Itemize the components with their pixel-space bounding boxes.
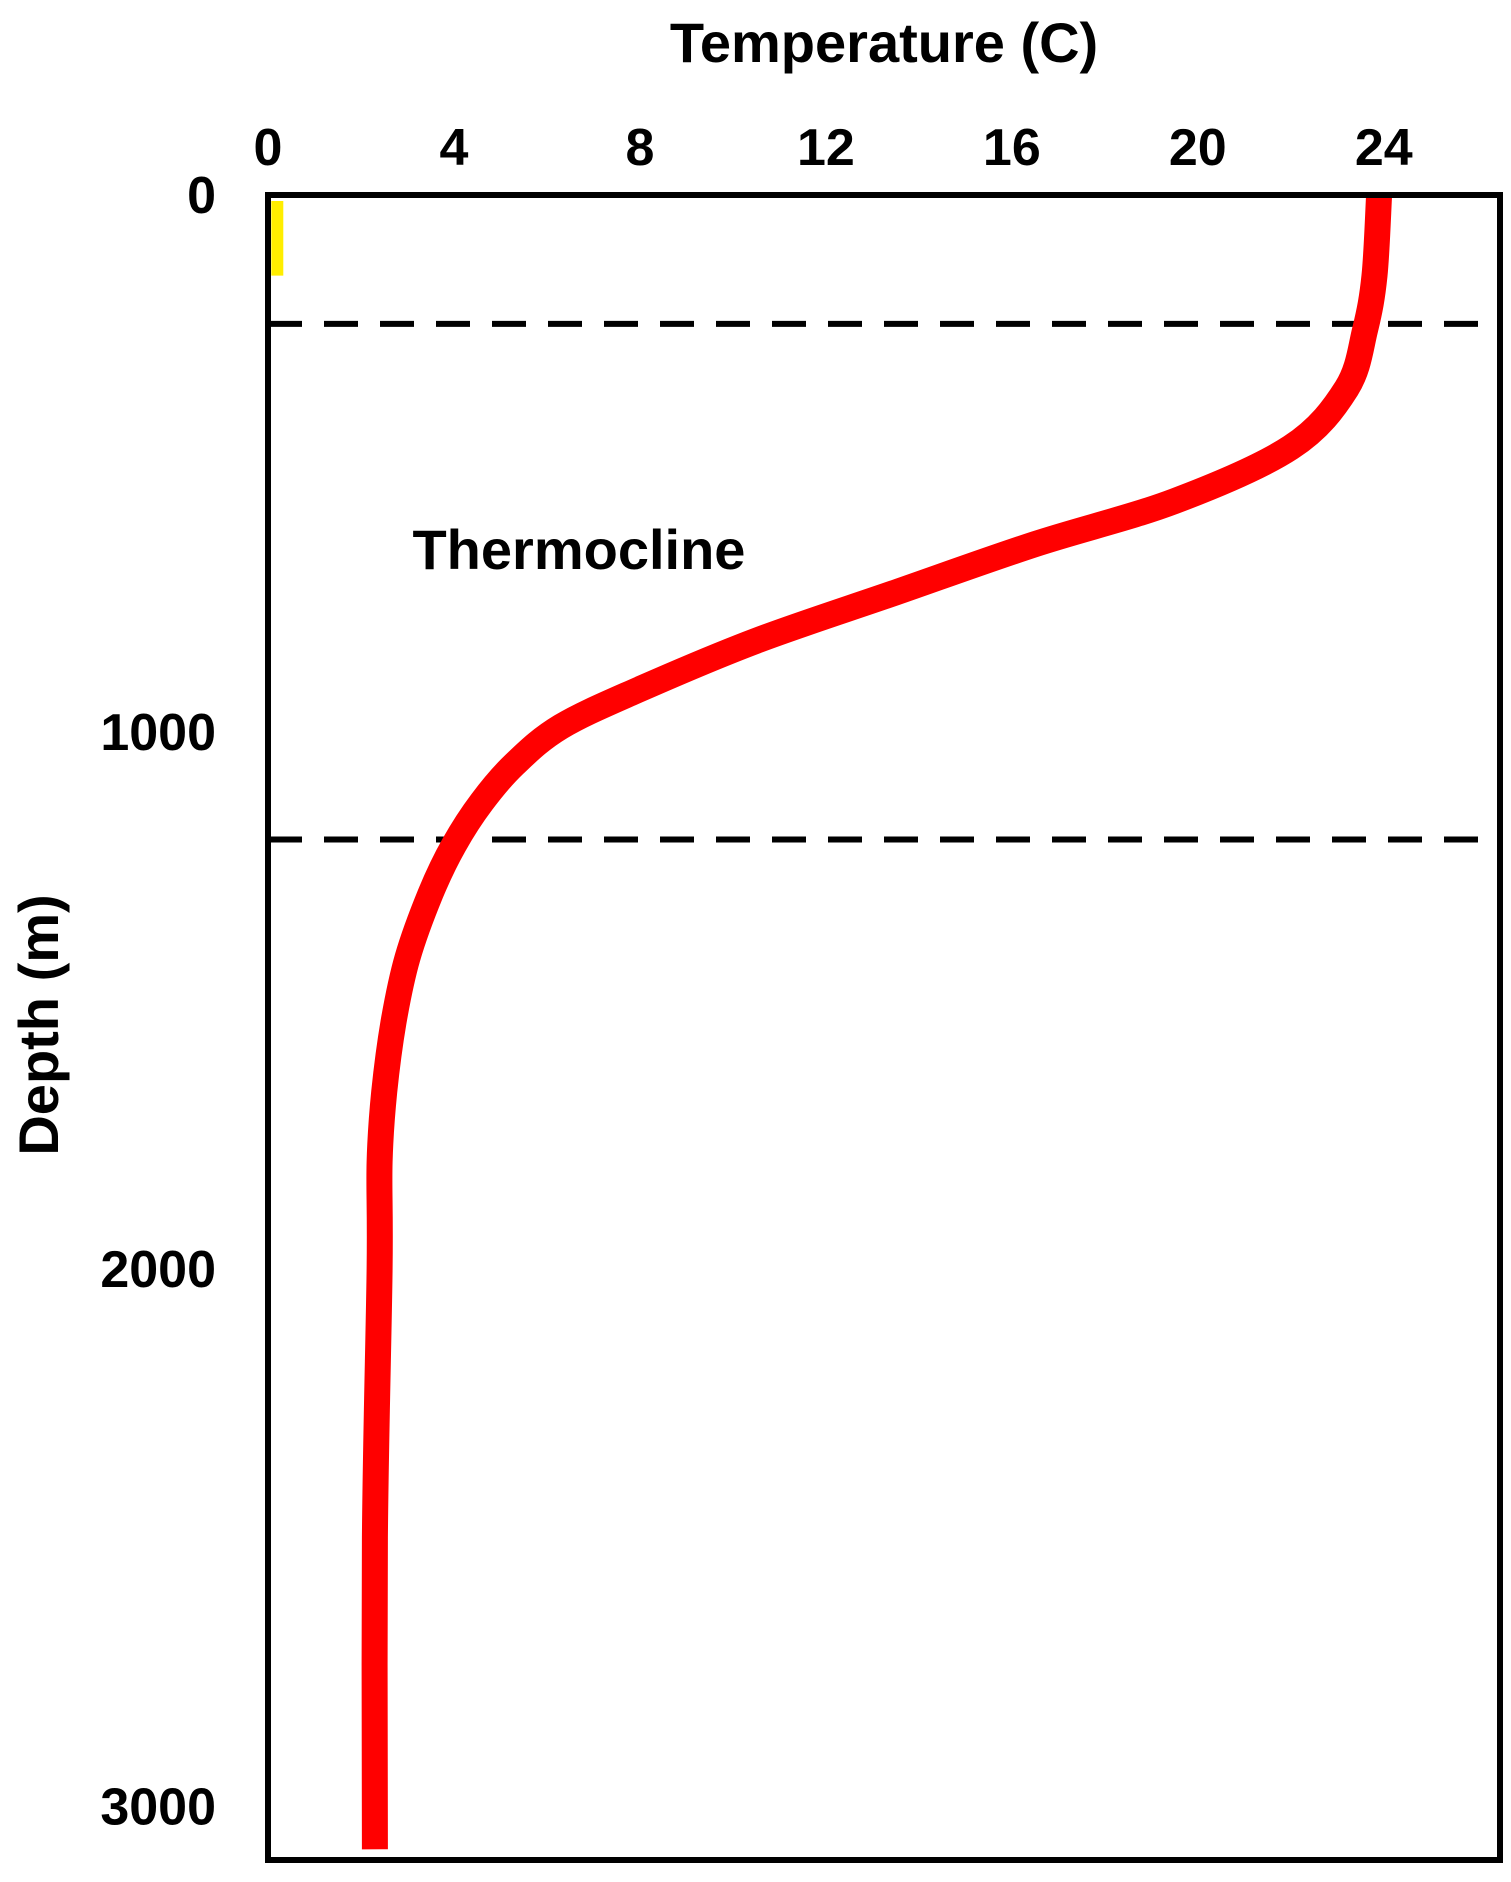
plot-frame	[265, 192, 1503, 1863]
y-tick-label: 0	[187, 167, 216, 225]
temperature-profile-line-1	[361, 194, 1393, 1850]
x-axis-title: Temperature (C)	[670, 11, 1098, 74]
x-tick-label: 20	[1169, 119, 1227, 177]
y-tick-label: 1000	[100, 704, 216, 762]
y-tick-label: 2000	[100, 1241, 216, 1299]
x-tick-label: 8	[625, 119, 654, 177]
x-tick-label: 12	[797, 119, 855, 177]
thermocline-annotation: Thermocline	[412, 518, 745, 581]
x-tick-label: 24	[1355, 119, 1413, 177]
x-tick-label: 16	[983, 119, 1041, 177]
y-tick-label: 3000	[100, 1778, 216, 1836]
x-tick-label: 0	[254, 119, 283, 177]
x-tick-label: 4	[440, 119, 469, 177]
y-axis-title: Depth (m)	[7, 894, 70, 1155]
